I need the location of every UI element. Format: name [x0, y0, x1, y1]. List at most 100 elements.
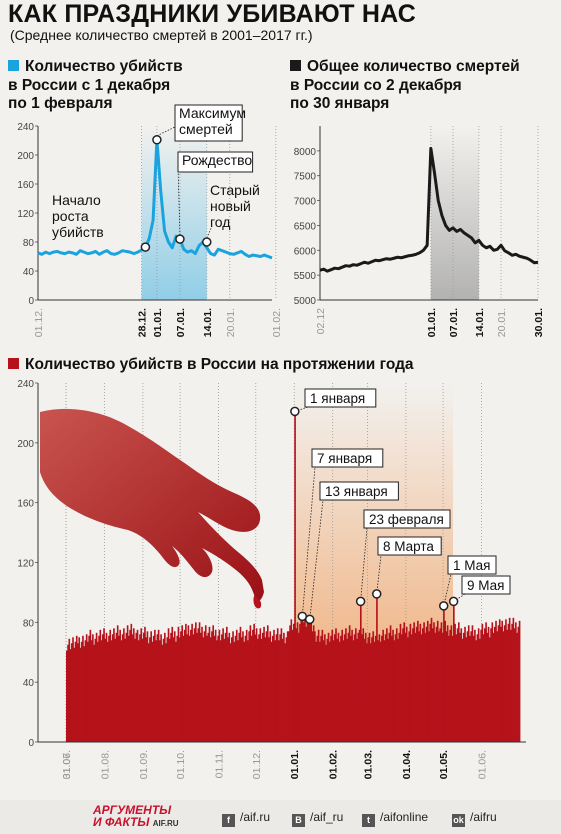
chart2-y-tick-label: 5500	[294, 271, 317, 282]
chart1-x-tick-label: 01.12.	[33, 308, 45, 337]
chart3-bar	[507, 623, 510, 742]
chart3-bar	[109, 629, 112, 742]
chart3-bar	[441, 632, 444, 742]
chart3-bar	[123, 628, 125, 742]
social-link-facebook[interactable]: f/aif.ru	[222, 810, 270, 827]
chart2-y-tick-label: 8000	[294, 147, 317, 158]
chart1-y-tick-label: 200	[17, 151, 34, 162]
chart3-bar	[374, 635, 377, 742]
social-link-twitter[interactable]: t/aifonline	[362, 810, 428, 827]
chart2-y-tick-label: 7000	[294, 197, 317, 208]
chart3-annotation-box	[311, 448, 384, 468]
chart3-bar	[307, 614, 310, 742]
chart3-bar	[195, 622, 197, 742]
chart3-legend-square	[8, 358, 19, 369]
chart3-bar	[368, 632, 371, 742]
chart1-annotation-marker	[140, 242, 151, 252]
chart3-bar	[276, 628, 279, 742]
chart3-bar	[484, 628, 486, 742]
chart3-bar	[118, 635, 120, 742]
chart1-annotation-leader	[156, 126, 176, 137]
chart3-bar	[190, 629, 192, 742]
chart3-bar	[508, 617, 511, 742]
chart3-bar	[286, 631, 289, 742]
chart3-bar	[163, 632, 166, 742]
chart3-bar	[336, 638, 339, 742]
chart3-bar	[455, 634, 458, 742]
chart3-bar	[75, 635, 78, 742]
bloody-hand-illustration	[40, 408, 264, 609]
chart3-bar	[140, 628, 143, 742]
chart3-bar	[314, 631, 316, 742]
chart3-bar	[390, 635, 393, 742]
chart3-bar	[108, 635, 110, 742]
chart3-bar	[296, 622, 299, 742]
chart3-bar	[131, 634, 134, 742]
chart3-bar	[145, 637, 148, 742]
chart2-y-tick-label: 6000	[294, 246, 317, 257]
chart3-bar	[501, 620, 504, 742]
chart3-bar	[480, 629, 482, 742]
chart3-bar	[209, 637, 212, 742]
chart3-bar	[239, 626, 242, 742]
chart3-bar	[461, 638, 464, 742]
chart3-bar	[389, 625, 392, 742]
chart3-bar	[97, 641, 99, 742]
chart2-y-tick-label: 6500	[294, 221, 317, 232]
chart3-bar	[412, 628, 414, 742]
chart3-bar	[185, 623, 187, 742]
chart3-annotation-label: 8 Марта	[383, 539, 434, 554]
chart3-bar	[283, 632, 285, 742]
odnoklassniki-icon: ok	[452, 814, 465, 827]
chart3-bar	[89, 629, 92, 742]
chart3-bar	[490, 628, 492, 742]
chart3-bar	[419, 623, 422, 742]
chart3-bar	[245, 629, 248, 742]
chart1-title: Количество убийств в России с 1 декабря …	[8, 58, 183, 114]
chart3-bar	[475, 640, 477, 742]
chart3-bar	[249, 625, 252, 742]
chart3-bar	[340, 635, 342, 742]
chart3-bar	[426, 620, 429, 742]
chart3-bar	[381, 635, 383, 742]
chart3-bar	[242, 631, 244, 742]
chart3-bar	[379, 641, 382, 742]
chart3-bar	[126, 625, 129, 742]
chart3-bar	[95, 632, 98, 742]
chart3-bar	[378, 634, 381, 742]
chart3-bar	[517, 626, 520, 742]
chart3-bar	[222, 628, 224, 742]
chart1-annotation-marker	[152, 135, 162, 145]
chart3-bar	[90, 640, 93, 742]
chart3-bar	[332, 640, 335, 742]
chart3-bar	[173, 631, 176, 742]
chart3-bar	[488, 637, 491, 742]
chart3-bar	[229, 643, 232, 742]
chart3-x-tick-label: 01.08.	[99, 750, 111, 779]
chart3-bar	[226, 626, 228, 742]
chart3-bar	[376, 593, 378, 742]
social-link-odnoklassniki[interactable]: ok/aifru	[452, 810, 497, 827]
chart3-bar	[214, 629, 217, 742]
chart3-bar	[408, 631, 411, 742]
chart3-bar	[435, 626, 438, 742]
chart3-bar	[456, 628, 459, 742]
chart2-x-tick-label: 07.01.	[448, 308, 460, 337]
chart3-bar	[88, 635, 90, 742]
chart1-x-tick-label: 07.01.	[175, 308, 187, 337]
chart3-bar	[431, 628, 434, 742]
chart1-annotation-leader	[177, 165, 181, 236]
chart3-bar	[235, 629, 238, 742]
chart3-x-tick-label: 01.11.	[214, 750, 226, 778]
chart3-bar	[198, 622, 201, 742]
chart3-bar	[383, 640, 386, 742]
chart3-bar	[347, 632, 350, 742]
chart3-bar	[369, 643, 372, 742]
social-link-vk[interactable]: B/aif_ru	[292, 810, 343, 827]
chart3-bar	[496, 631, 499, 742]
chart3-bar	[160, 634, 162, 742]
chart3-bar	[149, 637, 151, 742]
chart3-bar	[135, 632, 138, 742]
chart3-bar	[413, 622, 415, 742]
chart3-bar	[279, 634, 281, 742]
